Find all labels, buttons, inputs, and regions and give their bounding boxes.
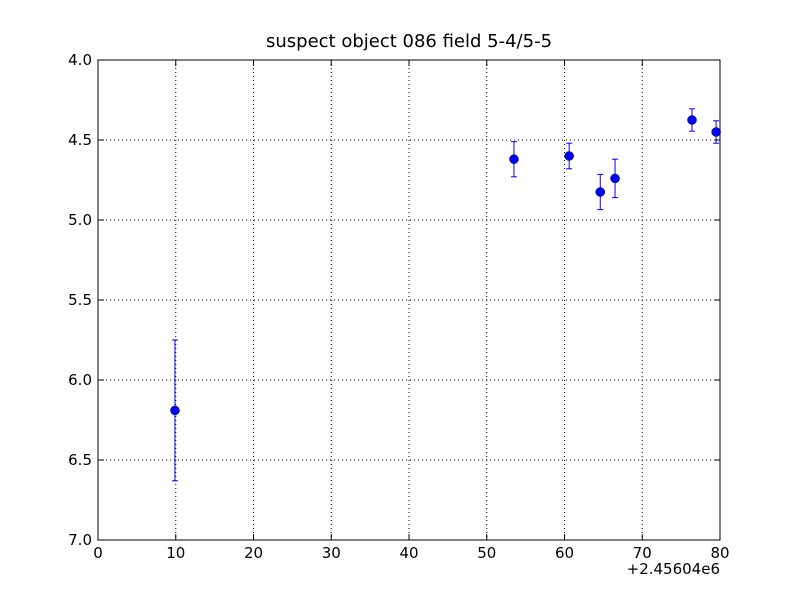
point — [711, 127, 721, 137]
point — [564, 151, 574, 161]
y-tick-label: 4.0 — [68, 51, 92, 69]
y-tick-label: 5.0 — [68, 211, 92, 229]
y-tick-label: 5.5 — [68, 291, 92, 309]
y-tick-label: 6.5 — [68, 451, 92, 469]
point — [509, 154, 519, 164]
point — [687, 115, 697, 125]
x-tick-label: 20 — [244, 544, 263, 562]
x-tick-label: 30 — [322, 544, 341, 562]
x-offset-label: +2.45604e6 — [627, 560, 720, 578]
x-tick-label: 0 — [93, 544, 103, 562]
x-tick-label: 80 — [710, 544, 729, 562]
y-tick-label: 6.0 — [68, 371, 92, 389]
point — [595, 187, 606, 197]
x-tick-label: 10 — [166, 544, 185, 562]
x-tick-label: 40 — [399, 544, 418, 562]
plot-frame — [97, 59, 721, 541]
point — [170, 405, 180, 416]
x-tick-label: 50 — [477, 544, 496, 562]
x-tick-label: 70 — [633, 544, 652, 562]
x-tick-label: 60 — [555, 544, 574, 562]
y-tick-label: 7.0 — [68, 531, 92, 549]
y-tick-label: 4.5 — [68, 131, 92, 149]
point — [610, 173, 620, 184]
chart-title: suspect object 086 field 5-4/5-5 — [266, 31, 552, 52]
